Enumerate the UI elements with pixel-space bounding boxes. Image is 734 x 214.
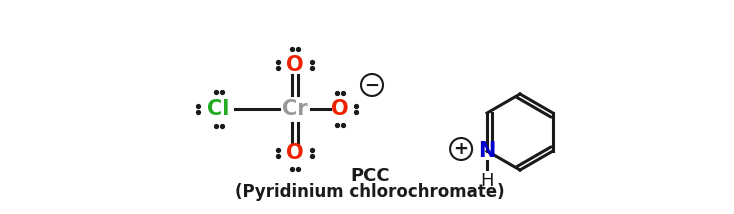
Text: O: O — [331, 99, 349, 119]
Text: O: O — [286, 143, 304, 163]
Text: (Pyridinium chlorochromate): (Pyridinium chlorochromate) — [235, 183, 505, 201]
Text: N: N — [479, 141, 495, 161]
Text: PCC: PCC — [350, 167, 390, 185]
Text: Cl: Cl — [207, 99, 230, 119]
Text: O: O — [286, 55, 304, 75]
Text: −: − — [365, 77, 379, 95]
Text: Cr: Cr — [282, 99, 308, 119]
Text: H: H — [480, 172, 494, 190]
Text: +: + — [454, 140, 468, 158]
